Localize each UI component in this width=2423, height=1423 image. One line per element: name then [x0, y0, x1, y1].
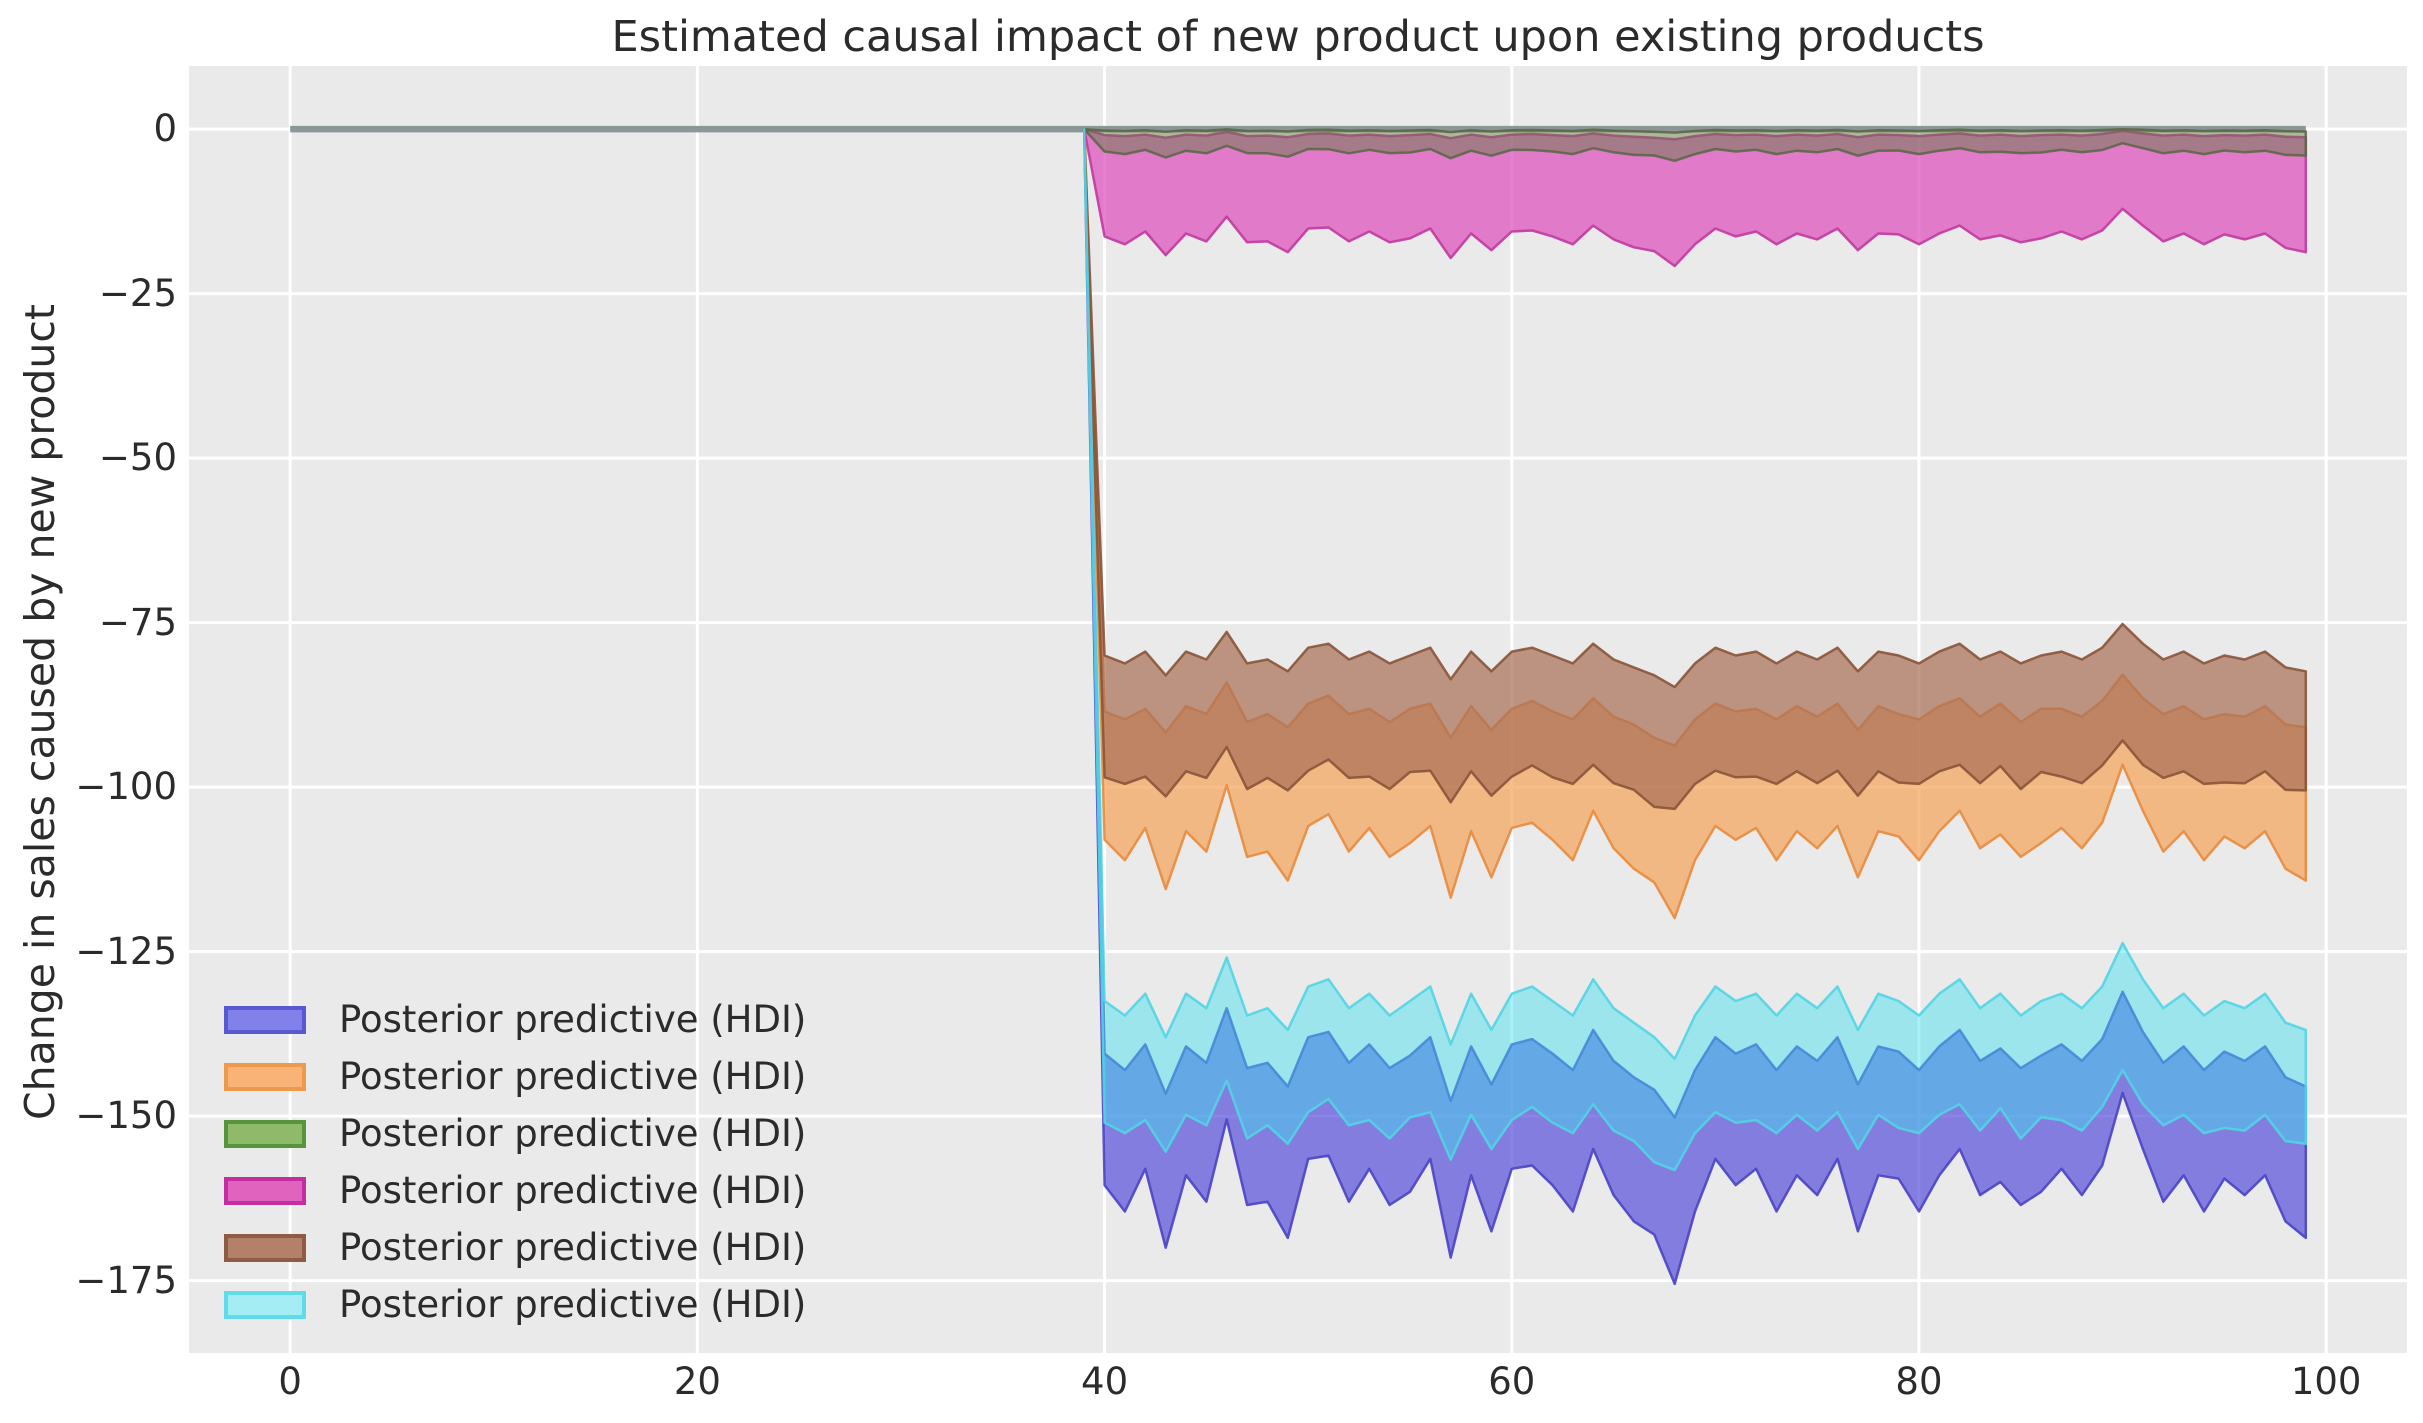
legend-item: Posterior predictive (HDI): [224, 1162, 806, 1219]
legend-swatch: [224, 1176, 306, 1205]
y-tick-label: −50: [98, 436, 177, 480]
legend-swatch: [224, 1005, 306, 1034]
hdi-band-brown: [1082, 127, 2308, 811]
hdi-band-green: [1082, 127, 2308, 163]
legend-item: Posterior predictive (HDI): [224, 1048, 806, 1105]
x-tick-label: 100: [2290, 1360, 2362, 1403]
y-tick-label: −100: [75, 765, 177, 809]
legend-label: Posterior predictive (HDI): [339, 998, 807, 1041]
legend-item: Posterior predictive (HDI): [224, 1219, 806, 1276]
legend-item: Posterior predictive (HDI): [224, 991, 806, 1048]
legend-item: Posterior predictive (HDI): [224, 1276, 806, 1333]
x-tick-label: 40: [1081, 1360, 1129, 1403]
legend-swatch: [224, 1233, 306, 1262]
y-tick-label: −125: [75, 929, 177, 973]
y-tick-label: 0: [153, 107, 177, 151]
x-tick-label: 0: [278, 1360, 302, 1403]
y-tick-label: −75: [98, 600, 177, 644]
x-tick-label: 60: [1488, 1360, 1536, 1403]
y-tick-label: −175: [75, 1258, 177, 1302]
legend-label: Posterior predictive (HDI): [339, 1226, 807, 1269]
hdi-band-blue: [1082, 127, 2308, 1286]
legend-label: Posterior predictive (HDI): [339, 1169, 807, 1212]
legend-swatch: [224, 1119, 306, 1148]
x-tick-label: 20: [673, 1360, 721, 1403]
hdi-band-cyan: [1082, 127, 2308, 1172]
legend: Posterior predictive (HDI) Posterior pred…: [224, 991, 806, 1333]
chart-title: Estimated causal impact of new product u…: [611, 12, 1985, 62]
x-tick-label: 80: [1895, 1360, 1943, 1403]
legend-swatch: [224, 1062, 306, 1091]
legend-label: Posterior predictive (HDI): [339, 1055, 807, 1098]
legend-label: Posterior predictive (HDI): [339, 1112, 807, 1155]
y-tick-label: −25: [98, 271, 177, 315]
legend-label: Posterior predictive (HDI): [339, 1283, 807, 1326]
legend-swatch: [224, 1290, 306, 1319]
y-tick-label: −150: [75, 1094, 177, 1138]
hdi-band-pink: [1082, 127, 2308, 268]
legend-item: Posterior predictive (HDI): [224, 1105, 806, 1162]
y-axis-label: Change in sales caused by new product: [16, 304, 64, 1120]
